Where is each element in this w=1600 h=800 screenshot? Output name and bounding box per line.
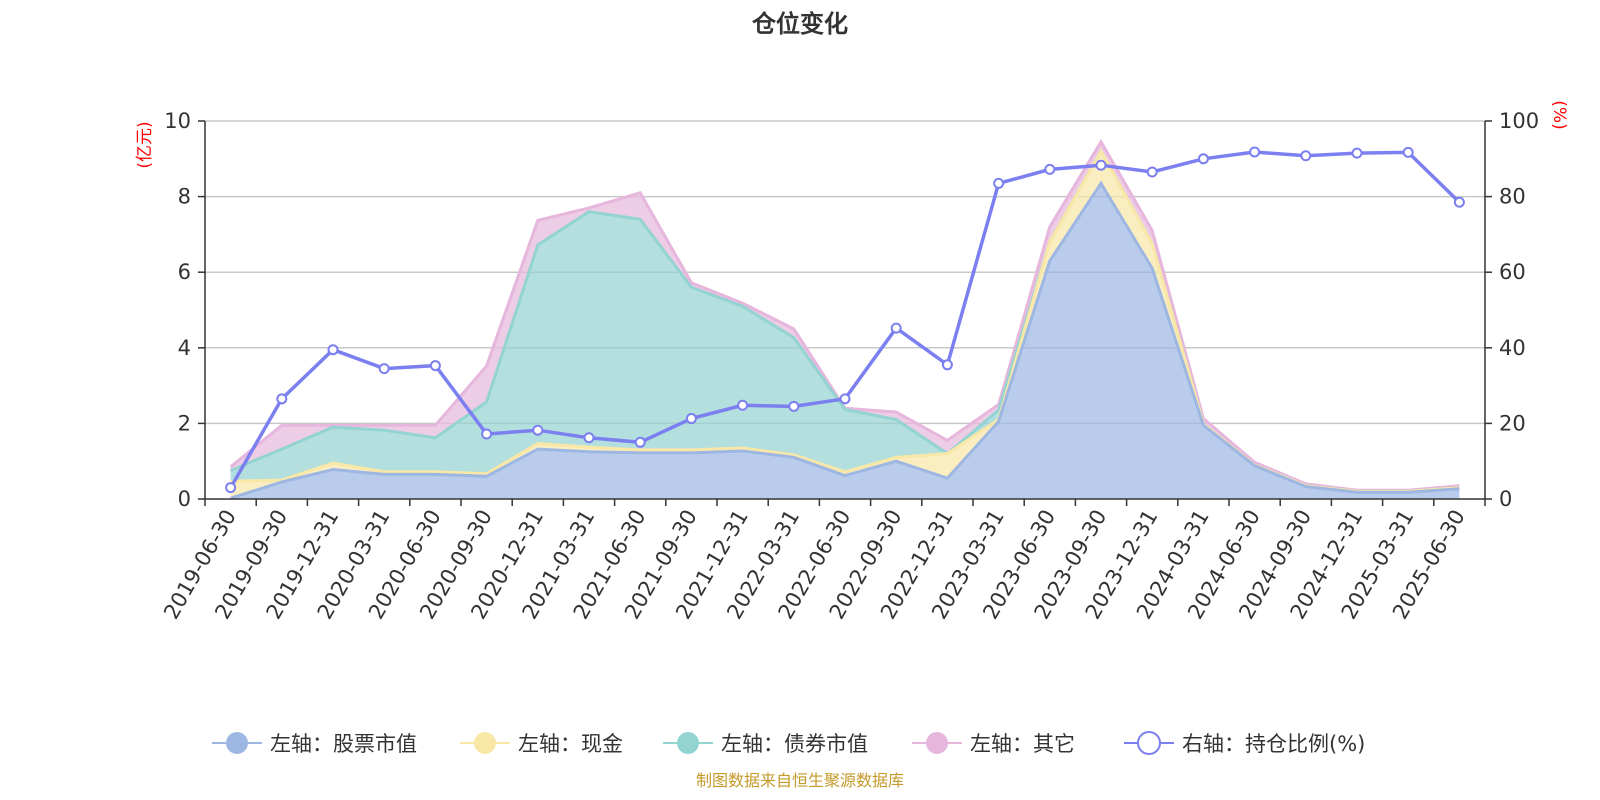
legend-marker <box>474 732 496 754</box>
legend-marker <box>1137 731 1161 755</box>
right-tick-label: 80 <box>1499 185 1526 209</box>
ratio-point <box>1402 146 1414 158</box>
ratio-point <box>378 363 390 375</box>
left-tick-label: 0 <box>178 487 191 511</box>
ratio-point <box>1044 163 1056 175</box>
chart-title: 仓位变化 <box>751 10 848 38</box>
ratio-point <box>890 322 902 334</box>
data-source-note: 制图数据来自恒生聚源数据库 <box>696 771 904 790</box>
ratio-point <box>737 399 749 411</box>
legend-item[interactable]: 左轴：其它 <box>912 732 1075 756</box>
legend-marker <box>226 732 248 754</box>
right-tick-label: 0 <box>1499 487 1512 511</box>
left-axis-unit: (亿元) <box>135 121 155 168</box>
ratio-point <box>1453 196 1465 208</box>
ratio-point <box>225 482 237 494</box>
ratio-point <box>1300 150 1312 162</box>
right-tick-label: 20 <box>1499 411 1526 435</box>
legend-item[interactable]: 左轴：债券市值 <box>663 732 868 756</box>
area-edge-stock <box>230 180 1460 500</box>
ratio-point <box>327 344 339 356</box>
area-other <box>230 141 1460 492</box>
ratio-point <box>583 432 595 444</box>
ratio-point <box>685 412 697 424</box>
ratio-point <box>481 428 493 440</box>
left-tick-label: 4 <box>178 336 191 360</box>
ratio-point <box>634 436 646 448</box>
area-stock <box>230 183 1460 499</box>
ratio-point <box>1146 166 1158 178</box>
left-tick-label: 6 <box>178 260 191 284</box>
legend-item[interactable]: 右轴：持仓比例(%) <box>1124 731 1365 756</box>
ratio-point <box>532 424 544 436</box>
area-bond <box>230 151 1460 492</box>
legend-label: 右轴：持仓比例(%) <box>1182 732 1365 756</box>
left-tick-label: 2 <box>178 411 191 435</box>
grid-lines <box>205 120 1485 425</box>
right-tick-label: 100 <box>1499 109 1539 133</box>
legend-marker <box>677 732 699 754</box>
ratio-point <box>276 393 288 405</box>
legend-label: 左轴：其它 <box>970 732 1075 756</box>
ratio-point <box>839 393 851 405</box>
left-tick-label: 10 <box>164 109 191 133</box>
ratio-point <box>1197 153 1209 165</box>
legend-item[interactable]: 左轴：现金 <box>460 732 623 756</box>
legend-label: 左轴：债券市值 <box>721 732 868 756</box>
ratio-line-series <box>225 146 1465 494</box>
stacked-areas <box>229 138 1460 500</box>
right-tick-label: 40 <box>1499 336 1526 360</box>
right-tick-label: 60 <box>1499 260 1526 284</box>
ratio-point <box>1351 147 1363 159</box>
ratio-point <box>993 177 1005 189</box>
ratio-point <box>941 359 953 371</box>
ratio-point <box>1095 159 1107 171</box>
legend[interactable]: 左轴：股票市值 左轴：现金 左轴：债券市值 左轴：其它 右轴：持仓比例(%) <box>212 731 1365 756</box>
ratio-point <box>788 400 800 412</box>
right-axis-unit: (%) <box>1549 100 1569 129</box>
legend-item[interactable]: 左轴：股票市值 <box>212 732 417 756</box>
legend-marker <box>926 732 948 754</box>
legend-label: 左轴：股票市值 <box>270 732 417 756</box>
ratio-point <box>429 360 441 372</box>
ratio-point <box>1249 146 1261 158</box>
left-tick-label: 8 <box>178 185 191 209</box>
legend-label: 左轴：现金 <box>518 732 623 756</box>
